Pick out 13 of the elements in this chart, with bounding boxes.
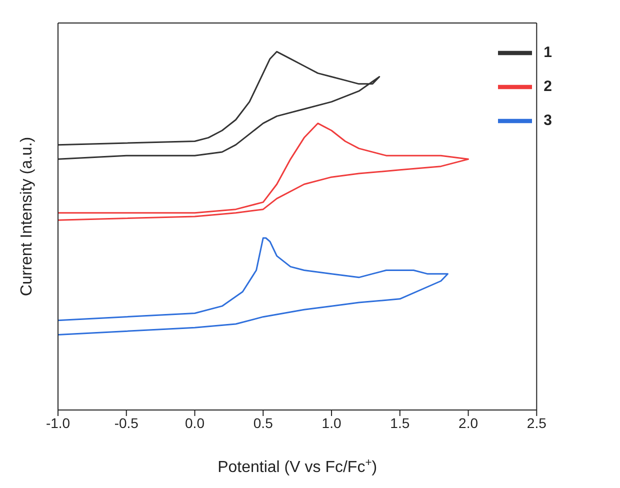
x-tick-label: -1.0 — [46, 414, 70, 431]
x-tick-label: -0.5 — [114, 414, 139, 431]
legend-label: 3 — [544, 112, 552, 129]
y-axis-title: Current Intensity (a.u.) — [18, 136, 36, 296]
x-tick-label: 1.0 — [322, 414, 342, 431]
x-tick-label: 1.5 — [390, 414, 410, 431]
x-tick-label: 2.0 — [458, 414, 478, 431]
x-tick-label: 2.5 — [526, 414, 547, 431]
x-axis-title: Potential (V vs Fc/Fc$^{+}$) — [218, 457, 378, 476]
legend-label: 1 — [544, 44, 552, 61]
x-tick-label: 0.5 — [253, 414, 274, 431]
x-tick-label: 0.0 — [185, 414, 205, 431]
legend-label: 2 — [544, 78, 552, 95]
